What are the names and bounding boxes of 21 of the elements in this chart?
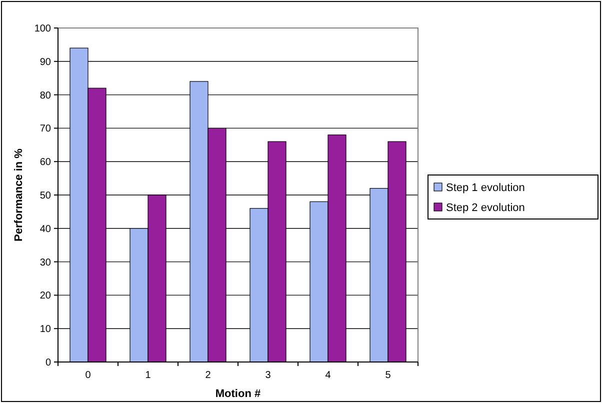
y-axis-title: Performance in % [13,148,25,242]
y-tick-label: 90 [40,56,52,68]
y-tick-label: 40 [40,224,52,235]
x-axis-title: Motion # [215,388,261,400]
x-tick-label: 3 [265,370,272,381]
x-tick-label: 5 [385,370,392,381]
x-tick-label: 4 [325,370,332,381]
y-tick-label: 100 [34,24,52,34]
y-tick-label: 60 [40,157,52,168]
legend-label: Step 1 evolution [446,182,525,194]
x-tick-label: 0 [85,370,92,381]
x-tick-label: 1 [145,370,152,381]
y-tick-label: 10 [40,324,52,336]
y-tick-label: 30 [40,257,52,268]
y-tick-label: 0 [45,358,52,368]
y-tick-label: 80 [40,90,52,102]
y-tick-label: 20 [40,290,52,302]
legend-label: Step 2 evolution [446,202,525,214]
x-tick-label: 2 [205,370,212,381]
y-tick-label: 50 [40,190,52,202]
y-tick-label: 70 [40,124,52,135]
